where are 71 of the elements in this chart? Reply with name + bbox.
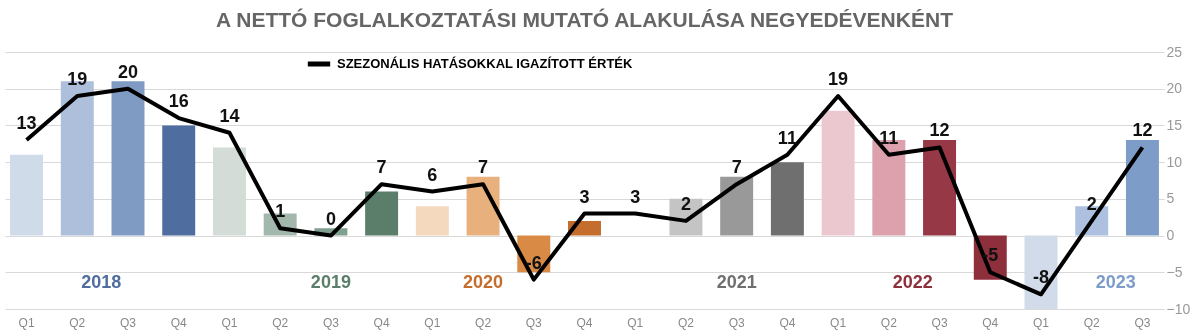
x-tick-label: Q1	[18, 315, 35, 330]
x-tick-label: Q4	[779, 315, 796, 330]
data-label: 12	[1132, 120, 1153, 141]
x-tick-label: Q2	[272, 315, 289, 330]
x-tick-label: Q1	[424, 315, 441, 330]
data-label: 7	[731, 157, 742, 178]
x-tick-label: Q2	[1083, 315, 1101, 330]
y-tick-label: −5	[1166, 263, 1183, 280]
data-label: 3	[579, 186, 590, 207]
bar	[162, 125, 196, 236]
y-tick-label: 0	[1166, 227, 1175, 244]
y-tick-label: 10	[1166, 153, 1183, 170]
data-label: 0	[325, 208, 336, 229]
data-label: 11	[777, 127, 797, 148]
y-tick-label: 25	[1166, 43, 1183, 60]
annotation: 2019	[310, 272, 351, 293]
bar	[770, 162, 804, 236]
annotation: 2023	[1095, 272, 1136, 293]
x-tick-label: Q3	[119, 315, 137, 330]
x-tick-label: Q4	[170, 315, 188, 330]
x-tick-label: Q3	[931, 315, 948, 330]
x-tick-label: Q1	[830, 315, 847, 330]
x-tick-label: Q3	[322, 315, 340, 330]
data-label: 20	[117, 61, 139, 82]
y-tick-label: 5	[1166, 190, 1175, 207]
data-label: 14	[219, 105, 240, 126]
x-tick-label: Q2	[475, 315, 492, 330]
x-tick-label: Q3	[728, 315, 745, 330]
legend-label: SZEZONÁLIS HATÁSOKKAL IGAZÍTOTT ÉRTÉK	[337, 56, 633, 71]
bar	[415, 206, 449, 236]
data-label: 16	[168, 91, 189, 112]
bar	[111, 81, 145, 236]
x-tick-label: Q3	[1134, 315, 1151, 330]
y-tick-label: −10	[1166, 300, 1191, 317]
x-tick-label: Q1	[221, 315, 238, 330]
x-tick-label: Q1	[627, 315, 644, 330]
x-tick-label: Q2	[69, 315, 86, 330]
data-label: 3	[630, 186, 641, 207]
y-tick-label: 15	[1166, 116, 1183, 133]
annotation: 2020	[463, 272, 504, 293]
x-tick-label: Q1	[1032, 315, 1050, 330]
x-tick-label: Q4	[576, 315, 593, 330]
y-tick-label: 20	[1166, 80, 1183, 97]
data-label: -6	[525, 252, 542, 273]
bar	[720, 176, 754, 236]
data-label: 7	[376, 157, 387, 178]
data-label: 2	[1086, 193, 1097, 214]
bar	[923, 140, 957, 236]
annotation: 2022	[892, 272, 933, 293]
data-label: 2	[680, 193, 691, 214]
x-tick-label: Q2	[677, 315, 695, 330]
bar	[821, 110, 855, 236]
data-label: 6	[427, 164, 438, 185]
data-label: -8	[1032, 267, 1050, 288]
x-tick-label: Q2	[880, 315, 898, 330]
x-tick-label: Q3	[525, 315, 543, 330]
data-label: 19	[828, 69, 849, 90]
annotation: 2018	[81, 272, 122, 293]
bar	[1125, 140, 1159, 236]
data-label: 13	[16, 113, 37, 134]
x-tick-label: Q4	[373, 315, 390, 330]
data-label: 12	[929, 120, 950, 141]
bar	[365, 191, 399, 236]
data-label: 11	[879, 127, 899, 148]
bar	[10, 154, 44, 236]
data-label: 19	[67, 69, 88, 90]
data-label: 7	[478, 157, 489, 178]
data-label: 1	[275, 201, 286, 222]
x-tick-label: Q4	[982, 315, 999, 330]
chart-title: A NETTÓ FOGLALKOZTATÁSI MUTATÓ ALAKULÁSA NEGYEDÉVENKÉNT	[216, 8, 954, 31]
annotation: 2021	[716, 272, 757, 293]
